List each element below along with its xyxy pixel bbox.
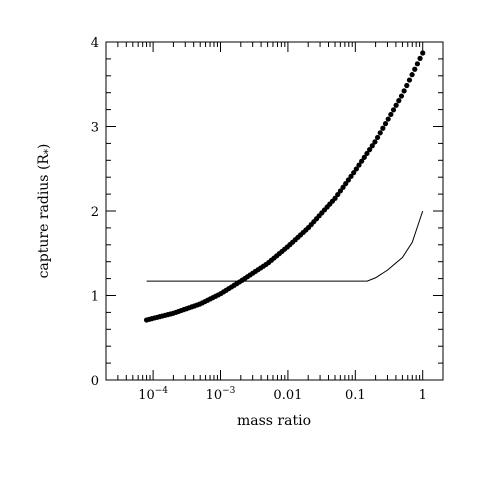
data-point [353, 166, 359, 172]
data-point [414, 61, 420, 67]
data-point [332, 195, 338, 201]
x-tick-label: 0.01 [273, 388, 302, 403]
data-point [367, 147, 373, 153]
data-point [385, 116, 391, 122]
data-point [361, 154, 367, 160]
series-line [146, 210, 424, 282]
data-point [374, 134, 381, 141]
data-point [406, 77, 413, 83]
data-point [390, 107, 397, 113]
x-tick-label: 10−3 [206, 386, 236, 403]
data-point [335, 191, 341, 198]
data-point [393, 102, 399, 108]
data-point [412, 66, 418, 72]
data-point [337, 188, 343, 194]
x-tick-labels: 10−4 10−3 0.01 0.1 1 [138, 386, 427, 403]
data-point [382, 121, 389, 127]
data-point [356, 162, 362, 168]
x-tick-label: 10−4 [138, 386, 168, 403]
data-point [388, 111, 394, 118]
minor-ticks [105, 41, 444, 381]
data-point [401, 88, 407, 94]
major-ticks [106, 41, 443, 381]
x-tick-label: 0.1 [345, 388, 366, 403]
y-tick-label: 0 [91, 374, 99, 389]
y-axis-label-main: capture radius (R [36, 154, 52, 279]
series-layer [143, 50, 426, 323]
series-1 [146, 210, 424, 282]
data-point [380, 125, 386, 131]
series-0 [143, 50, 426, 323]
data-point [404, 82, 410, 89]
data-point [420, 50, 426, 56]
data-point [417, 55, 423, 62]
data-point [372, 139, 378, 145]
data-point [398, 93, 405, 99]
plot-frame [105, 41, 444, 381]
data-point [359, 158, 365, 164]
y-tick-label: 4 [91, 36, 99, 51]
data-point [345, 177, 351, 183]
data-point [343, 181, 349, 187]
x-tick-label: 1 [419, 388, 427, 403]
y-tick-label: 1 [91, 290, 99, 305]
y-axis-label-subscript: * [43, 149, 54, 154]
data-point [396, 98, 402, 104]
data-point [364, 150, 370, 157]
y-axis-label-close: ) [36, 144, 52, 149]
y-axis-label: capture radius (R*) [36, 144, 54, 279]
x-axis-label: mass ratio [237, 413, 311, 429]
y-tick-labels: 0 1 2 3 4 [91, 36, 99, 389]
data-point [377, 130, 383, 136]
data-point [369, 143, 375, 149]
data-point [351, 170, 357, 176]
data-point [340, 184, 346, 190]
data-point [348, 173, 354, 179]
data-point [409, 72, 415, 78]
y-tick-label: 3 [91, 121, 99, 136]
y-tick-label: 2 [91, 205, 99, 220]
